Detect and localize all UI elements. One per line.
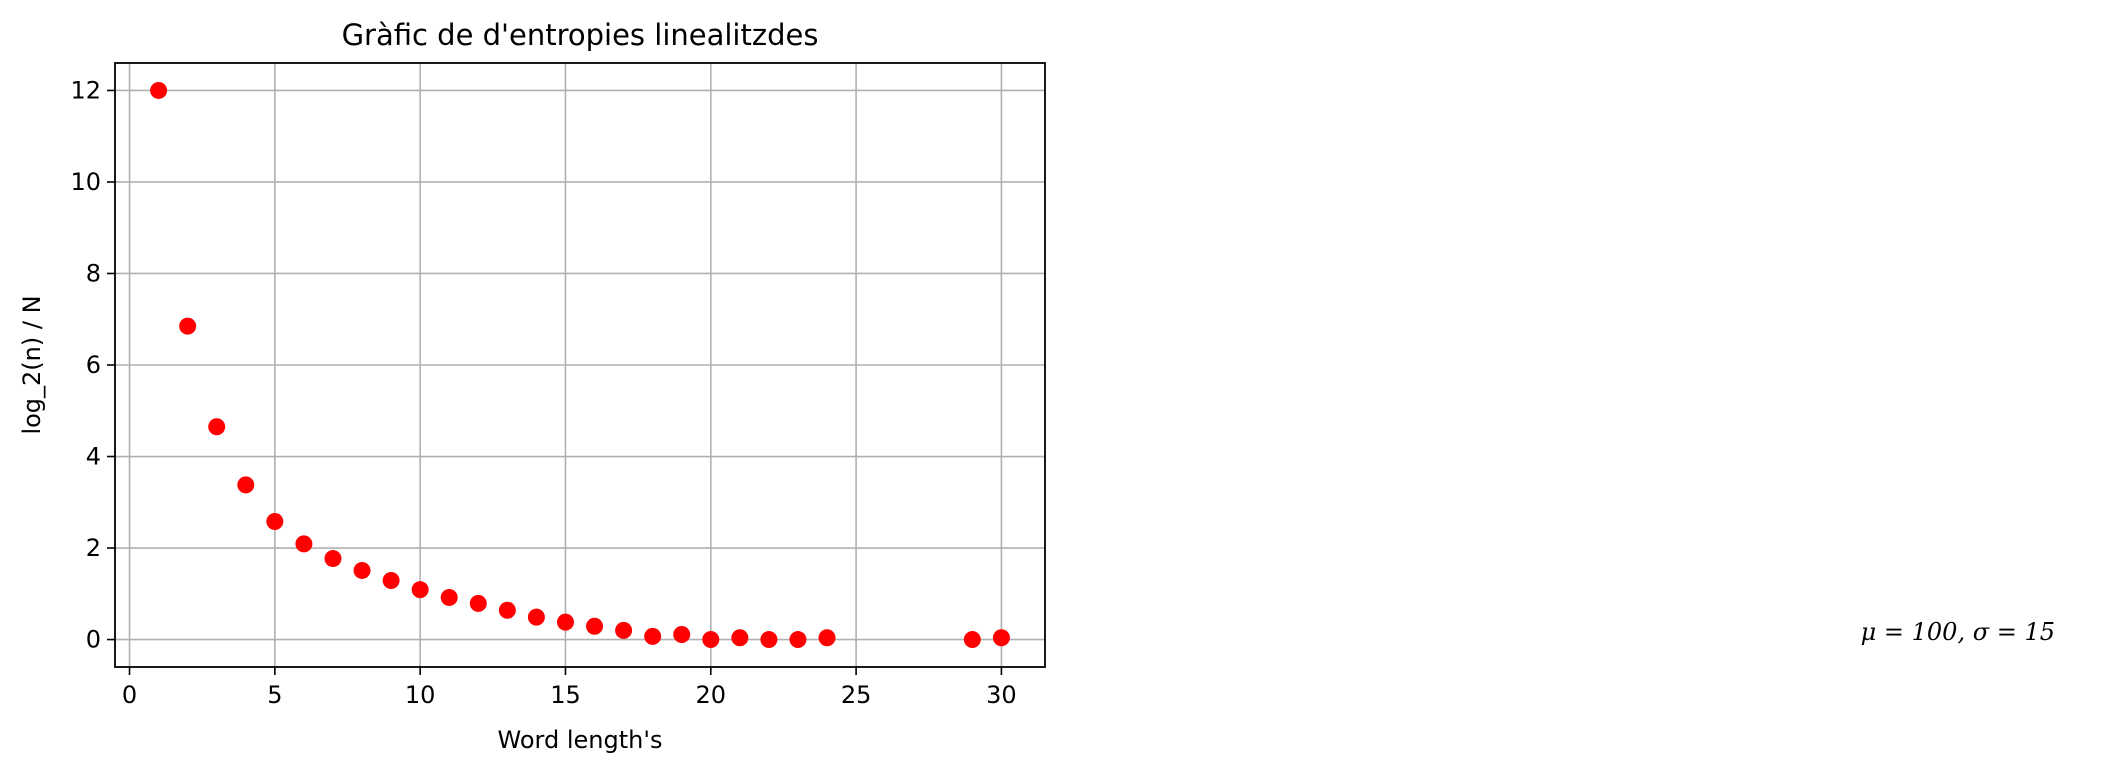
data-point [324, 550, 342, 568]
x-tick-label: 0 [122, 681, 137, 709]
data-point [382, 572, 400, 590]
x-tick-label: 20 [696, 681, 727, 709]
x-tick-label: 25 [841, 681, 872, 709]
data-point [731, 629, 749, 647]
data-point [556, 613, 574, 631]
x-axis-ticks: 0 5 10 15 20 25 30 [122, 667, 1017, 709]
x-tick-label: 30 [986, 681, 1017, 709]
data-point [498, 601, 516, 619]
x-tick-label: 10 [405, 681, 436, 709]
data-point [179, 317, 197, 335]
data-point [673, 626, 691, 644]
data-point [440, 588, 458, 606]
data-point [208, 418, 226, 436]
data-point [818, 629, 836, 647]
data-point [469, 594, 487, 612]
data-point [615, 621, 633, 639]
y-axis-ticks: 0 2 4 6 8 10 12 [70, 76, 115, 654]
y-tick-label: 8 [86, 259, 101, 287]
data-point [150, 81, 168, 99]
y-tick-label: 0 [86, 626, 101, 654]
data-point [266, 512, 284, 530]
data-point [992, 629, 1010, 647]
data-point [411, 581, 429, 599]
data-point [789, 631, 807, 649]
data-point [963, 631, 981, 649]
data-point [702, 631, 720, 649]
y-axis-label: log_2(n) / N [18, 295, 46, 434]
data-point [586, 617, 604, 635]
data-point [295, 535, 313, 553]
stats-annotation: μ = 100, σ = 15 [1861, 618, 2055, 646]
y-tick-label: 4 [86, 443, 101, 471]
data-point [644, 627, 662, 645]
plot-area: 0 5 10 15 20 25 30 0 2 4 6 8 10 12 [70, 62, 1046, 709]
data-points [150, 81, 1010, 649]
y-tick-label: 6 [86, 351, 101, 379]
chart-title: Gràfic de d'entropies linealitzdes [342, 18, 819, 52]
data-point [760, 631, 778, 649]
data-point [237, 476, 255, 494]
y-tick-label: 10 [70, 168, 101, 196]
x-tick-label: 15 [550, 681, 581, 709]
x-axis-label: Word length's [498, 726, 663, 754]
grid-lines [115, 63, 1045, 667]
data-point [527, 608, 545, 626]
y-tick-label: 2 [86, 534, 101, 562]
y-tick-label: 12 [70, 76, 101, 104]
x-tick-label: 5 [267, 681, 282, 709]
data-point [353, 561, 371, 579]
